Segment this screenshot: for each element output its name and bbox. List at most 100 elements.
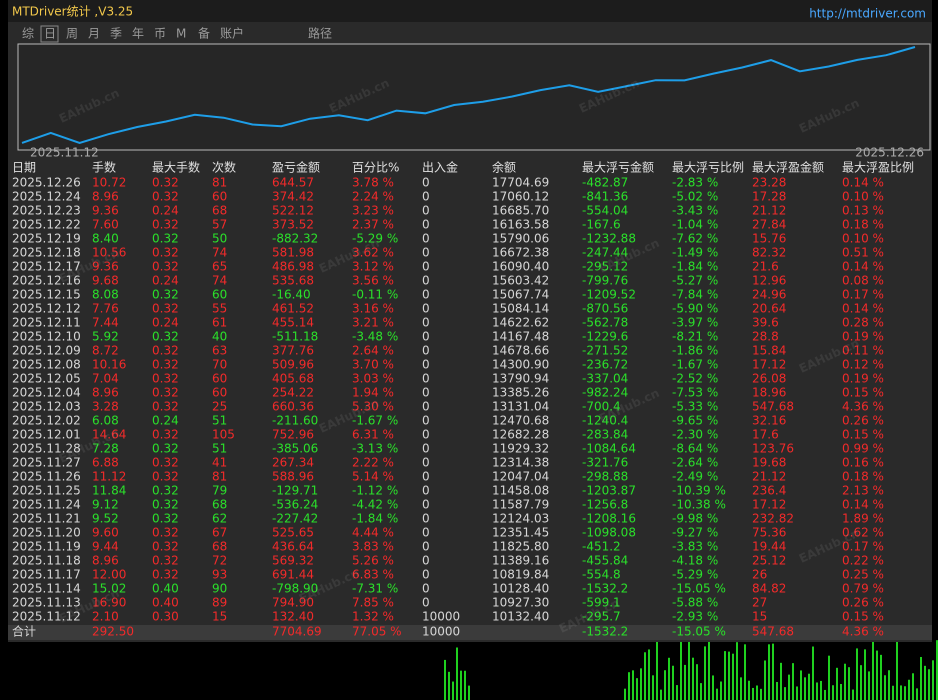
terminal-bar	[836, 667, 838, 700]
tab[interactable]: 账户	[220, 26, 244, 41]
table-cell: 2.10	[92, 610, 119, 624]
table-cell: 10.72	[92, 176, 126, 190]
table-cell: 0.14 %	[842, 260, 884, 274]
table-cell: 0.32	[152, 260, 179, 274]
terminal-bar	[780, 662, 782, 700]
table-cell: 0.22 %	[842, 554, 884, 568]
terminal-bar	[920, 656, 922, 700]
table-cell: 2025.11.12	[12, 610, 81, 624]
table-cell: 10927.30	[492, 596, 549, 610]
table-cell: 0	[422, 204, 430, 218]
terminal-bar	[828, 655, 830, 700]
table-cell: 0	[422, 372, 430, 386]
table-cell: -1229.6	[582, 330, 628, 344]
table-cell: 16163.58	[492, 218, 549, 232]
table-cell: 2025.11.18	[12, 554, 81, 568]
table-cell: 7704.69	[272, 625, 322, 639]
terminal-bar	[708, 640, 710, 700]
table-cell: 55	[212, 302, 227, 316]
table-cell: 9.36	[92, 260, 119, 274]
table-cell: 19.44	[752, 540, 786, 554]
tab[interactable]: 备	[198, 27, 210, 41]
table-cell: 0.17 %	[842, 540, 884, 554]
table-cell: 374.42	[272, 190, 314, 204]
table-cell: 93	[212, 568, 227, 582]
tab[interactable]: 月	[88, 27, 100, 41]
table-cell: 68	[212, 540, 227, 554]
table-cell: 17.12	[752, 358, 786, 372]
table-cell: 2025.12.04	[12, 386, 81, 400]
table-cell: 0	[422, 414, 430, 428]
table-cell: 25.12	[752, 554, 786, 568]
terminal-bar	[684, 664, 686, 700]
table-cell: 0.32	[152, 288, 179, 302]
tab[interactable]: 季	[110, 27, 122, 41]
table-cell: -841.36	[582, 190, 628, 204]
table-cell: 39.6	[752, 316, 779, 330]
table-cell: 16090.40	[492, 260, 549, 274]
equity-line	[21, 46, 916, 145]
table-cell: 61	[212, 316, 227, 330]
table-cell: 0	[422, 470, 430, 484]
table-cell: 1.32 %	[352, 610, 394, 624]
tab[interactable]: 日	[44, 27, 56, 41]
table-cell: 21.12	[752, 470, 786, 484]
table-cell: 2025.12.08	[12, 358, 81, 372]
total-row	[8, 625, 932, 640]
table-cell: 21.12	[752, 204, 786, 218]
table-cell: 15.84	[752, 344, 786, 358]
table-cell: -167.6	[582, 218, 621, 232]
table-cell: 2.64 %	[352, 344, 394, 358]
table-cell: 0	[422, 302, 430, 316]
tab[interactable]: 年	[132, 27, 144, 41]
terminal-bars	[444, 635, 938, 700]
table-cell: 0	[422, 358, 430, 372]
table-cell: 27	[752, 596, 767, 610]
table-cell: 7.44	[92, 316, 119, 330]
table-cell: -2.49 %	[672, 470, 718, 484]
tab[interactable]: 路径	[308, 26, 332, 41]
column-header: 最大浮盈金额	[752, 160, 824, 175]
tab[interactable]: 周	[66, 27, 78, 41]
table-cell: 0.62 %	[842, 526, 884, 540]
table-cell: -1.67 %	[672, 358, 718, 372]
tab[interactable]: 币	[154, 27, 166, 41]
table-cell: 0	[422, 428, 430, 442]
table-cell: -1209.52	[582, 288, 636, 302]
table-cell: 0.32	[152, 190, 179, 204]
table-cell: 63	[212, 344, 227, 358]
table-cell: 27.84	[752, 218, 786, 232]
table-cell: 18.96	[752, 386, 786, 400]
table-cell: 547.68	[752, 400, 794, 414]
table-cell: 2025.11.14	[12, 582, 81, 596]
table-cell: -511.18	[272, 330, 318, 344]
url-link[interactable]: http://mtdriver.com	[809, 7, 926, 21]
table-cell: 0.24	[152, 204, 179, 218]
table-cell: 8.72	[92, 344, 119, 358]
table-cell: 12682.28	[492, 428, 549, 442]
table-cell: 3.62 %	[352, 246, 394, 260]
table-cell: -3.83 %	[672, 540, 718, 554]
table-cell: 0	[422, 554, 430, 568]
table-cell: -9.65 %	[672, 414, 718, 428]
table-cell: 24.96	[752, 288, 786, 302]
table-cell: 0.32	[152, 372, 179, 386]
table-cell: 41	[212, 456, 227, 470]
table-cell: 51	[212, 442, 227, 456]
table-cell: 60	[212, 372, 227, 386]
table-cell: 12124.03	[492, 512, 549, 526]
table-cell: 3.56 %	[352, 274, 394, 288]
table-cell: -1098.08	[582, 526, 636, 540]
tab[interactable]: M	[176, 27, 186, 41]
table-cell: -4.18 %	[672, 554, 718, 568]
table-cell: 81	[212, 176, 227, 190]
table-cell: 7.85 %	[352, 596, 394, 610]
table-cell: 2025.12.22	[12, 218, 81, 232]
table-cell: 0.19 %	[842, 372, 884, 386]
tab[interactable]: 综	[22, 27, 34, 41]
table-cell: 0.32	[152, 498, 179, 512]
terminal-bar	[892, 685, 894, 700]
table-cell: 2025.12.19	[12, 232, 81, 246]
table-cell: 12047.04	[492, 470, 549, 484]
